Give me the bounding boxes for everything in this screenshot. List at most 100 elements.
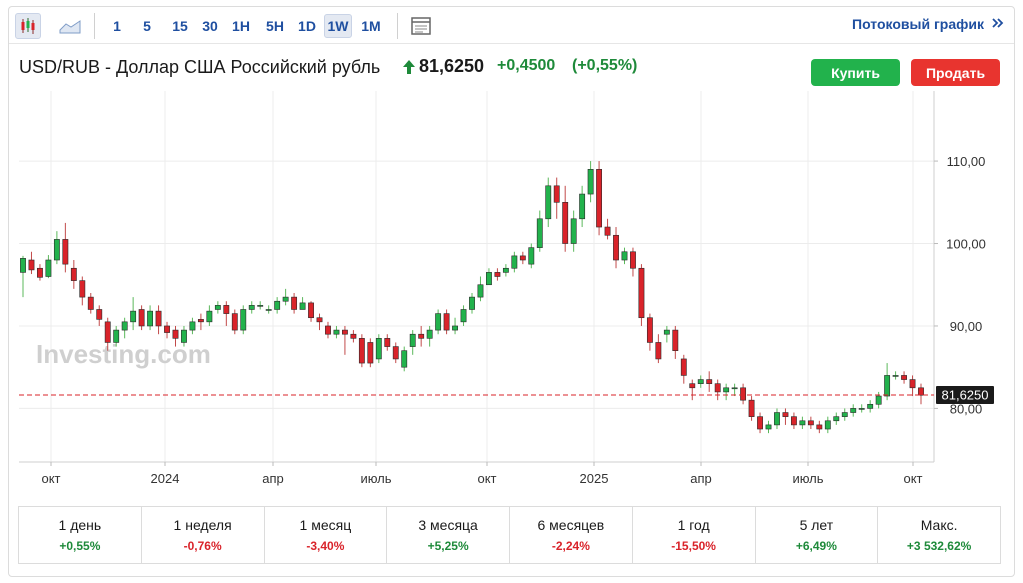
candle-body bbox=[384, 338, 391, 347]
candle-body bbox=[206, 310, 213, 323]
performance-table: 1 день +0,55% 1 неделя -0,76% 1 месяц -3,40% 3… bbox=[18, 506, 1001, 564]
performance-period-label: 1 месяц bbox=[299, 517, 352, 533]
candle-body bbox=[587, 169, 594, 195]
candle-body bbox=[426, 329, 433, 339]
candle-body bbox=[358, 338, 365, 364]
candle-body bbox=[706, 379, 713, 384]
performance-cell: 1 год -15,50% bbox=[633, 507, 756, 563]
interval-5h-button[interactable]: 5H bbox=[266, 18, 284, 34]
performance-value: -0,76% bbox=[183, 539, 222, 553]
y-tick-label: 80,00 bbox=[950, 401, 983, 416]
candle-body bbox=[341, 329, 348, 335]
candle-body bbox=[765, 424, 772, 430]
candle-body bbox=[570, 218, 577, 244]
candle-body bbox=[613, 234, 619, 261]
price-chart[interactable]: Investing.com81,625080,0090,00100,00110,… bbox=[9, 7, 1014, 502]
candle-body bbox=[240, 309, 247, 331]
candle-body bbox=[740, 387, 747, 401]
candle-body bbox=[375, 338, 382, 360]
up-arrow-icon bbox=[403, 60, 415, 79]
candle-body bbox=[748, 399, 755, 417]
candle-body bbox=[291, 296, 298, 310]
candle-body bbox=[562, 202, 569, 244]
candle-body bbox=[197, 319, 204, 323]
candle-body bbox=[45, 259, 52, 277]
performance-period-label: Макс. bbox=[920, 517, 958, 533]
interval-30-button[interactable]: 30 bbox=[202, 18, 218, 34]
candle-body bbox=[28, 259, 35, 271]
interval-1w-button[interactable]: 1W bbox=[324, 14, 352, 38]
y-tick-label: 110,00 bbox=[947, 154, 986, 169]
candle-body bbox=[655, 342, 662, 360]
candle-body bbox=[223, 305, 230, 314]
performance-value: -2,24% bbox=[551, 539, 590, 553]
candle-body bbox=[443, 313, 450, 331]
candle-body bbox=[147, 310, 154, 327]
performance-cell: 5 лет +6,49% bbox=[756, 507, 879, 563]
last-price-tag bbox=[936, 386, 994, 405]
candle-body bbox=[545, 185, 552, 220]
candle-body bbox=[646, 317, 653, 343]
interval-1-button[interactable]: 1 bbox=[113, 18, 121, 34]
candle-body bbox=[460, 309, 467, 323]
area-chart-icon[interactable] bbox=[57, 13, 83, 39]
watermark: Investing.com bbox=[36, 339, 211, 369]
candle-body bbox=[511, 255, 518, 269]
candle-body bbox=[130, 310, 137, 323]
candle-body bbox=[282, 296, 289, 302]
candle-body bbox=[850, 408, 857, 413]
candle-body bbox=[333, 329, 340, 335]
performance-cell: 1 день +0,55% bbox=[19, 507, 142, 563]
performance-value: -3,40% bbox=[306, 539, 345, 553]
interval-1h-button[interactable]: 1H bbox=[232, 18, 250, 34]
candle-body bbox=[875, 395, 882, 405]
interval-1m-button[interactable]: 1M bbox=[361, 18, 381, 34]
candlestick-chart-icon[interactable] bbox=[15, 13, 41, 39]
interval-1d-button[interactable]: 1D bbox=[298, 18, 316, 34]
candle-body bbox=[350, 333, 357, 339]
candle-body bbox=[477, 284, 484, 298]
candle-body bbox=[757, 416, 763, 430]
streaming-chart-link[interactable]: Потоковый график bbox=[852, 16, 1004, 32]
performance-value: +6,49% bbox=[795, 539, 837, 553]
candle-body bbox=[884, 375, 891, 397]
candle-body bbox=[579, 193, 586, 220]
chart-settings-icon[interactable] bbox=[408, 13, 434, 39]
candle-body bbox=[697, 379, 704, 384]
sell-button[interactable]: Продать bbox=[911, 59, 1000, 86]
performance-period-label: 1 неделя bbox=[173, 517, 232, 533]
candle-body bbox=[604, 226, 611, 236]
candle-body bbox=[901, 375, 907, 380]
performance-period-label: 5 лет bbox=[799, 517, 834, 533]
candle-body bbox=[807, 420, 814, 426]
candle-body bbox=[325, 325, 331, 335]
candle-body bbox=[316, 317, 323, 323]
buy-button[interactable]: Купить bbox=[811, 59, 900, 86]
candle-body bbox=[689, 383, 696, 389]
candle-body bbox=[96, 309, 103, 320]
candle-body bbox=[392, 346, 399, 360]
x-tick-label: апр bbox=[262, 471, 284, 486]
x-tick-label: апр bbox=[690, 471, 712, 486]
toolbar-divider bbox=[94, 13, 95, 39]
candle-body bbox=[782, 412, 789, 417]
interval-5-button[interactable]: 5 bbox=[143, 18, 151, 34]
candle-body bbox=[308, 302, 314, 319]
candle-body bbox=[723, 387, 730, 393]
performance-value: +5,25% bbox=[427, 539, 469, 553]
candle-body bbox=[519, 255, 526, 261]
price-change: +0,4500 bbox=[497, 57, 556, 74]
candle-body bbox=[113, 329, 120, 343]
candle-body bbox=[37, 267, 43, 278]
candle-body bbox=[799, 420, 806, 426]
candle-body bbox=[841, 412, 848, 417]
candle-body bbox=[172, 329, 179, 339]
double-chevron-right-icon bbox=[992, 16, 1004, 32]
candle-body bbox=[274, 300, 281, 310]
interval-15-button[interactable]: 15 bbox=[172, 18, 188, 34]
y-tick-label: 100,00 bbox=[946, 237, 986, 252]
candle-body bbox=[494, 272, 501, 277]
x-tick-label: июль bbox=[792, 471, 823, 486]
candle-body bbox=[774, 412, 780, 426]
candle-body bbox=[87, 296, 94, 310]
